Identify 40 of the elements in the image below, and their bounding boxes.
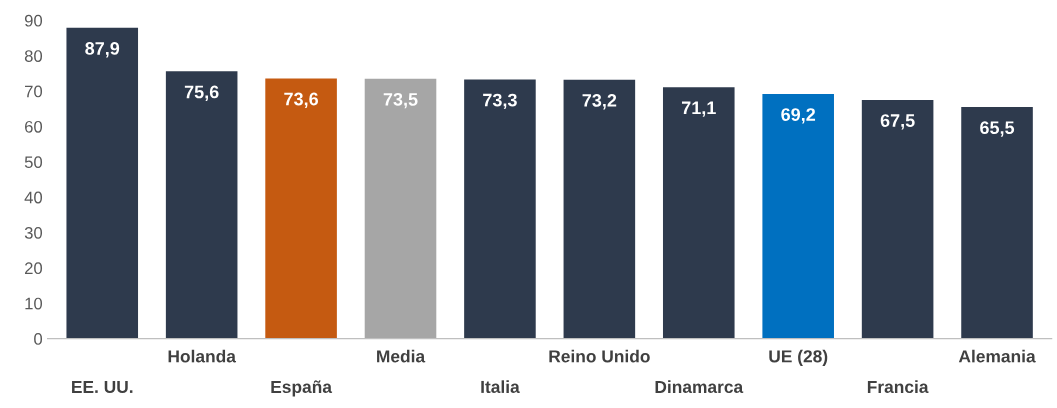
- data-label: 73,5: [383, 92, 418, 109]
- y-tick-label: 80: [24, 50, 43, 62]
- x-tick-label: EE. UU.: [72, 380, 133, 394]
- x-tick-label: Dinamarca: [655, 380, 744, 394]
- data-label: 65,5: [980, 121, 1015, 137]
- x-tick-label: Holanda: [168, 349, 237, 363]
- bar: [464, 79, 536, 339]
- data-label: 87,9: [85, 42, 120, 58]
- bar: [265, 78, 337, 339]
- y-tick-label: 50: [24, 156, 43, 169]
- data-label: 71,1: [681, 101, 716, 117]
- bar: [861, 99, 934, 339]
- bar: [66, 27, 139, 339]
- y-tick-label: 70: [25, 85, 43, 98]
- y-tick-label: 30: [24, 226, 43, 239]
- bar: [762, 93, 834, 339]
- y-tick-label: 60: [25, 120, 43, 133]
- x-tick-label: Francia: [867, 380, 929, 394]
- x-tick-label: Italia: [481, 380, 520, 394]
- data-label: 69,2: [781, 108, 816, 124]
- bar: [165, 71, 238, 339]
- y-tick-label: 10: [25, 297, 43, 310]
- data-label: 73,6: [284, 92, 319, 108]
- data-label: 73,2: [582, 94, 617, 110]
- bar: [961, 107, 1033, 339]
- bar: [662, 87, 735, 339]
- data-label: 67,5: [880, 114, 915, 130]
- y-tick-label: 40: [24, 191, 43, 204]
- x-tick-label: UE (28): [769, 349, 828, 366]
- x-tick-label: Media: [377, 349, 426, 363]
- x-tick-label: España: [271, 380, 333, 397]
- y-tick-label: 90: [24, 14, 43, 27]
- bar: [563, 79, 636, 339]
- y-tick-label: 20: [25, 262, 43, 275]
- y-tick-label: 0: [34, 333, 43, 345]
- x-tick-label: Reino Unido: [549, 349, 650, 363]
- bar: [364, 78, 437, 339]
- x-tick-label: Alemania: [958, 349, 1036, 363]
- data-label: 73,3: [483, 93, 517, 110]
- data-label: 75,6: [184, 85, 219, 101]
